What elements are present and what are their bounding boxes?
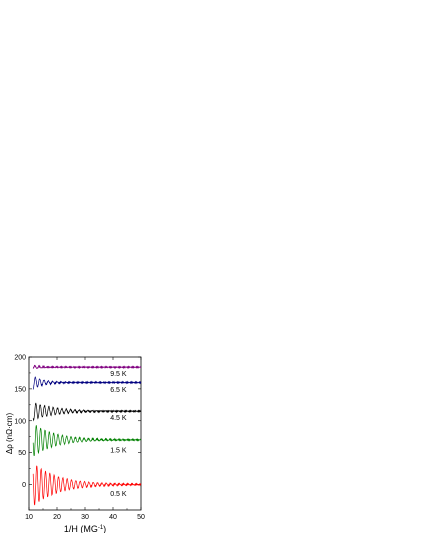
series-label: 1.5 K bbox=[110, 448, 127, 455]
series-label: 0.5 K bbox=[110, 491, 127, 498]
x-axis-title: 1/H (MG-1) bbox=[64, 524, 106, 533]
x-tick-label: 30 bbox=[81, 514, 89, 521]
x-tick-label: 10 bbox=[25, 514, 33, 521]
x-tick-label: 40 bbox=[109, 514, 117, 521]
x-tick-label: 20 bbox=[53, 514, 61, 521]
series-line-0-5-k bbox=[32, 465, 142, 506]
y-tick-label: 50 bbox=[18, 450, 26, 457]
y-axis-title: Δρ (nΩ·cm) bbox=[5, 413, 14, 455]
series-line-6-5-k bbox=[32, 376, 142, 390]
series-label: 6.5 K bbox=[110, 387, 127, 394]
y-tick-label: 200 bbox=[14, 355, 26, 362]
series-label: 9.5 K bbox=[110, 371, 127, 378]
series-line-1-5-k bbox=[32, 425, 142, 457]
x-tick-label: 50 bbox=[137, 514, 145, 521]
y-tick-label: 0 bbox=[22, 482, 26, 489]
y-tick-label: 150 bbox=[14, 386, 26, 393]
series-label: 4.5 K bbox=[110, 415, 127, 422]
series-line-4-5-k bbox=[32, 402, 142, 422]
y-tick-label: 100 bbox=[14, 418, 26, 425]
plot-area: 10 20 30 40 50 0 50 100 150 200 0.5 K 1.5 K 4.5 K 6.5… bbox=[5, 355, 145, 533]
series-line-9-5-k bbox=[32, 364, 142, 370]
